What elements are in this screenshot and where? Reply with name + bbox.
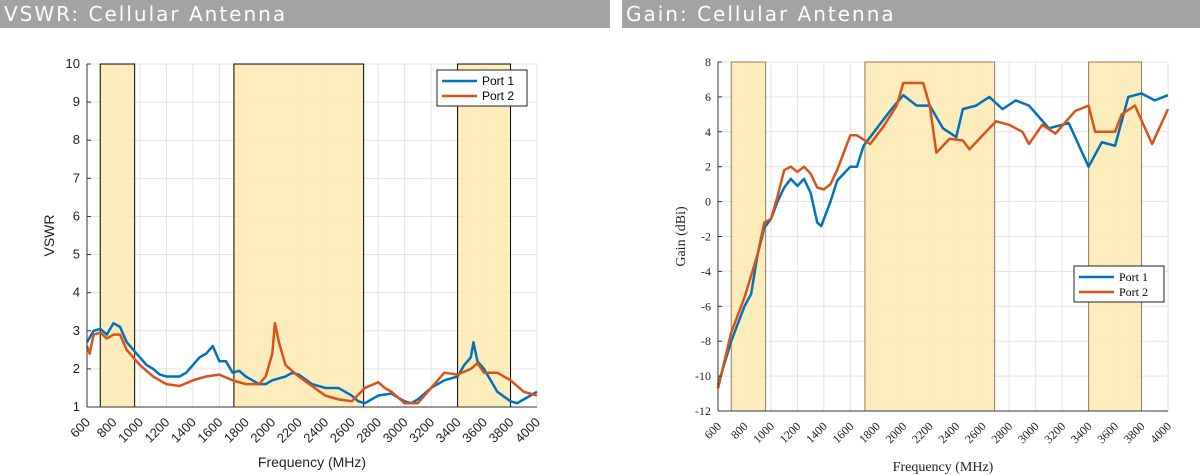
x-tick-label: 2000 [883, 419, 910, 446]
x-tick-label: 1400 [803, 419, 830, 446]
y-tick-label: 0 [705, 195, 711, 209]
x-tick-label: 1200 [777, 419, 804, 446]
x-tick-label: 4000 [1147, 419, 1174, 446]
x-tick-label: 1600 [830, 419, 857, 446]
x-tick-label: 4000 [512, 415, 543, 446]
x-tick-label: 1800 [856, 419, 883, 446]
x-tick-label: 3600 [459, 415, 490, 446]
x-tick-label: 3800 [486, 415, 517, 446]
y-tick-label: 6 [705, 90, 711, 104]
frequency-band [1088, 61, 1143, 412]
legend [436, 69, 528, 107]
x-tick-label: 1400 [168, 415, 199, 446]
x-tick-label: 2800 [988, 419, 1015, 446]
x-tick-label: 1000 [750, 419, 777, 446]
legend-label: Port 2 [482, 89, 514, 103]
x-tick-label: 3000 [380, 415, 411, 446]
x-tick-label: 2200 [274, 415, 305, 446]
y-tick-label: 7 [73, 170, 80, 185]
frequency-band [233, 63, 365, 408]
y-tick-label: -10 [695, 369, 711, 383]
x-axis-label: Frequency (MHz) [258, 454, 366, 470]
y-tick-label: 2 [73, 361, 80, 376]
x-tick-label: 2200 [909, 419, 936, 446]
vswr-chart-header: VSWR: Cellular Antenna [0, 0, 610, 28]
x-tick-label: 3400 [1068, 419, 1095, 446]
x-tick-label: 3600 [1094, 419, 1121, 446]
y-tick-label: -2 [701, 230, 711, 244]
x-tick-label: 1000 [115, 415, 146, 446]
series-line-port-2 [85, 321, 538, 405]
y-axis-label: Gain (dBi) [674, 206, 689, 267]
y-tick-label: 5 [73, 247, 80, 262]
y-tick-label: 1 [73, 399, 80, 414]
x-tick-label: 600 [701, 419, 724, 442]
y-tick-label: 2 [705, 160, 711, 174]
legend-label: Port 2 [1119, 285, 1148, 299]
legend-label: Port 1 [1119, 270, 1148, 284]
legend [1073, 265, 1165, 303]
frequency-band [730, 61, 767, 412]
x-tick-label: 800 [728, 419, 751, 442]
gain-chart-header: Gain: Cellular Antenna [622, 0, 1200, 28]
x-tick-label: 3000 [1015, 419, 1042, 446]
y-tick-label: 9 [73, 94, 80, 109]
x-tick-label: 3200 [406, 415, 437, 446]
frequency-band [99, 63, 136, 408]
y-tick-label: 8 [705, 55, 711, 69]
legend-label: Port 1 [482, 74, 514, 88]
x-tick-label: 2600 [327, 415, 358, 446]
x-tick-label: 1800 [221, 415, 252, 446]
x-tick-label: 2400 [300, 415, 331, 446]
y-tick-label: 4 [705, 125, 711, 139]
y-tick-label: -12 [695, 404, 711, 418]
x-tick-label: 2400 [935, 419, 962, 446]
y-tick-label: 3 [73, 323, 80, 338]
frequency-band [457, 63, 512, 408]
x-tick-label: 600 [67, 415, 93, 441]
x-axis-label: Frequency (MHz) [893, 460, 994, 475]
x-tick-label: 1200 [141, 415, 172, 446]
x-tick-label: 3200 [1041, 419, 1068, 446]
series-line-port-2 [716, 81, 1170, 389]
y-tick-label: -8 [701, 334, 711, 348]
gain-chart: -12 -10 -8 -6 -4 -2 0 2 4 6 8 600 800 1000 1200 1400 160… [674, 55, 1174, 475]
y-axis-label: VSWR [41, 215, 57, 257]
x-tick-label: 1600 [194, 415, 225, 446]
x-tick-label: 2000 [247, 415, 278, 446]
y-tick-label: 8 [73, 132, 80, 147]
series-line-port-1 [85, 321, 538, 405]
y-tick-label: -4 [701, 264, 711, 278]
x-tick-label: 2800 [353, 415, 384, 446]
y-tick-label: 4 [73, 285, 80, 300]
x-tick-label: 3800 [1121, 419, 1148, 446]
x-tick-label: 3400 [433, 415, 464, 446]
y-tick-label: -6 [701, 299, 711, 313]
y-tick-label: 6 [73, 208, 80, 223]
x-tick-label: 2600 [962, 419, 989, 446]
y-tick-label: 10 [66, 56, 80, 71]
